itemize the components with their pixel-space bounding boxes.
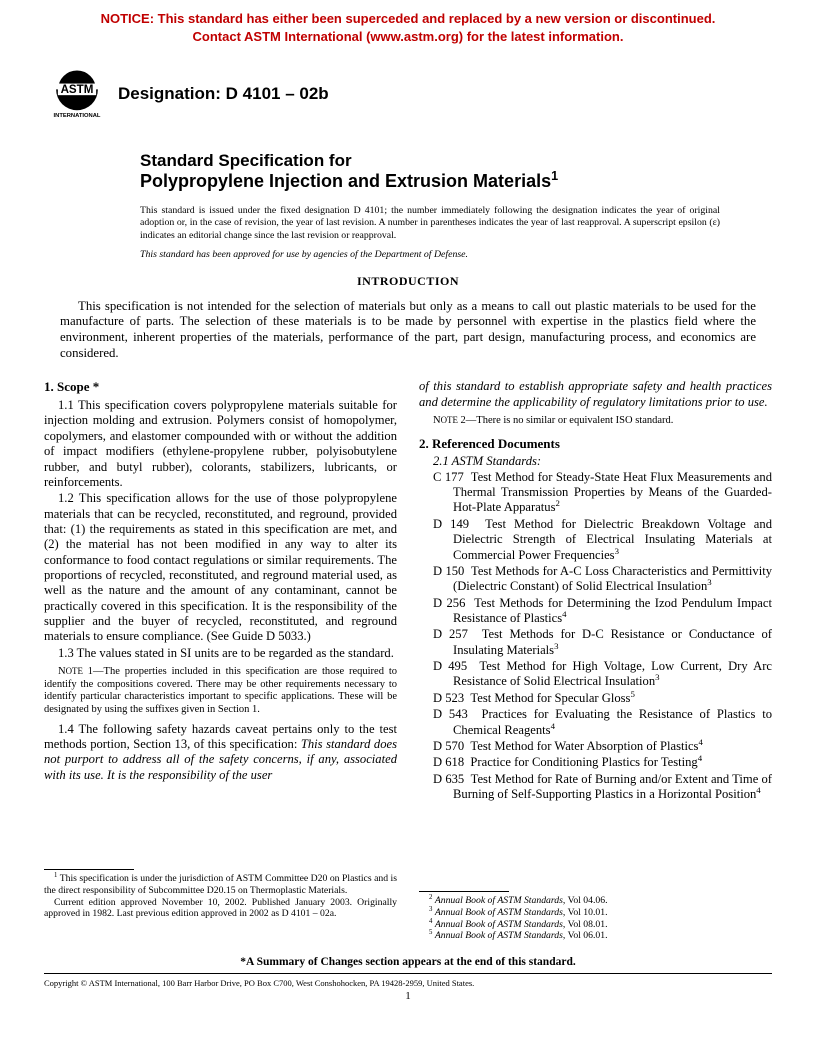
referenced-list: C 177 Test Method for Steady-State Heat …: [419, 470, 772, 803]
introduction-heading: INTRODUCTION: [0, 274, 816, 289]
summary-note: *A Summary of Changes section appears at…: [0, 956, 816, 968]
footnote: 3 Annual Book of ASTM Standards, Vol 10.…: [419, 907, 772, 919]
bottom-rule: [44, 973, 772, 974]
svg-text:ASTM: ASTM: [61, 83, 94, 96]
ref-item: D 570 Test Method for Water Absorption o…: [433, 739, 772, 754]
notice-banner: NOTICE: This standard has either been su…: [0, 0, 816, 45]
footnotes-right: 2 Annual Book of ASTM Standards, Vol 04.…: [419, 869, 772, 942]
note-1: NOTE 1—The properties included in this s…: [44, 666, 397, 716]
scope-1-4: 1.4 The following safety hazards caveat …: [44, 722, 397, 783]
right-column: of this standard to establish appropriat…: [419, 379, 772, 803]
referenced-heading: 2. Referenced Documents: [419, 436, 772, 452]
footnote: Current edition approved November 10, 20…: [44, 897, 397, 920]
footnote: 5 Annual Book of ASTM Standards, Vol 06.…: [419, 930, 772, 942]
footnote: 2 Annual Book of ASTM Standards, Vol 04.…: [419, 895, 772, 907]
ref-item: D 523 Test Method for Specular Gloss5: [433, 691, 772, 706]
page-number: 1: [0, 990, 816, 1002]
ref-item: D 618 Practice for Conditioning Plastics…: [433, 755, 772, 770]
footnote: 1 This specification is under the jurisd…: [44, 873, 397, 896]
astm-standards-label: 2.1 ASTM Standards:: [419, 454, 772, 469]
footnote-rule-right: [419, 891, 509, 892]
title-line1: Standard Specification for: [140, 151, 720, 171]
footnote-rule-left: [44, 869, 134, 870]
copyright: Copyright © ASTM International, 100 Barr…: [44, 978, 816, 988]
dod-note: This standard has been approved for use …: [140, 249, 720, 260]
note-2: NOTE 2—There is no similar or equivalent…: [419, 415, 772, 428]
footnotes: 1 This specification is under the jurisd…: [44, 869, 772, 942]
scope-1-4-cont: of this standard to establish appropriat…: [419, 379, 772, 410]
ref-item: D 149 Test Method for Dielectric Breakdo…: [433, 517, 772, 563]
ref-item: D 543 Practices for Evaluating the Resis…: [433, 707, 772, 738]
issuance-note: This standard is issued under the fixed …: [140, 205, 720, 242]
ref-item: D 257 Test Methods for D-C Resistance or…: [433, 627, 772, 658]
title-sup: 1: [551, 169, 558, 183]
notice-line2: Contact ASTM International (www.astm.org…: [193, 29, 624, 44]
svg-text:INTERNATIONAL: INTERNATIONAL: [54, 113, 101, 119]
ref-item: C 177 Test Method for Steady-State Heat …: [433, 470, 772, 516]
astm-logo-icon: ASTM INTERNATIONAL: [48, 65, 106, 123]
footnotes-left: 1 This specification is under the jurisd…: [44, 869, 397, 942]
scope-1-3: 1.3 The values stated in SI units are to…: [44, 646, 397, 661]
title-line2: Polypropylene Injection and Extrusion Ma…: [140, 171, 720, 193]
title-text: Polypropylene Injection and Extrusion Ma…: [140, 171, 551, 191]
title-block: Standard Specification for Polypropylene…: [140, 151, 720, 260]
footnote: 4 Annual Book of ASTM Standards, Vol 08.…: [419, 919, 772, 931]
header: ASTM INTERNATIONAL Designation: D 4101 –…: [48, 65, 816, 123]
ref-item: D 256 Test Methods for Determining the I…: [433, 596, 772, 627]
ref-item: D 495 Test Method for High Voltage, Low …: [433, 659, 772, 690]
scope-1-1: 1.1 This specification covers polypropyl…: [44, 398, 397, 490]
introduction-body: This specification is not intended for t…: [60, 299, 756, 361]
left-column: 1. Scope * 1.1 This specification covers…: [44, 379, 397, 803]
ref-item: D 150 Test Methods for A-C Loss Characte…: [433, 564, 772, 595]
notice-line1: NOTICE: This standard has either been su…: [101, 11, 716, 26]
designation: Designation: D 4101 – 02b: [118, 84, 329, 104]
ref-item: D 635 Test Method for Rate of Burning an…: [433, 772, 772, 803]
scope-1-2: 1.2 This specification allows for the us…: [44, 491, 397, 645]
scope-heading: 1. Scope *: [44, 379, 397, 395]
body-columns: 1. Scope * 1.1 This specification covers…: [44, 379, 772, 803]
